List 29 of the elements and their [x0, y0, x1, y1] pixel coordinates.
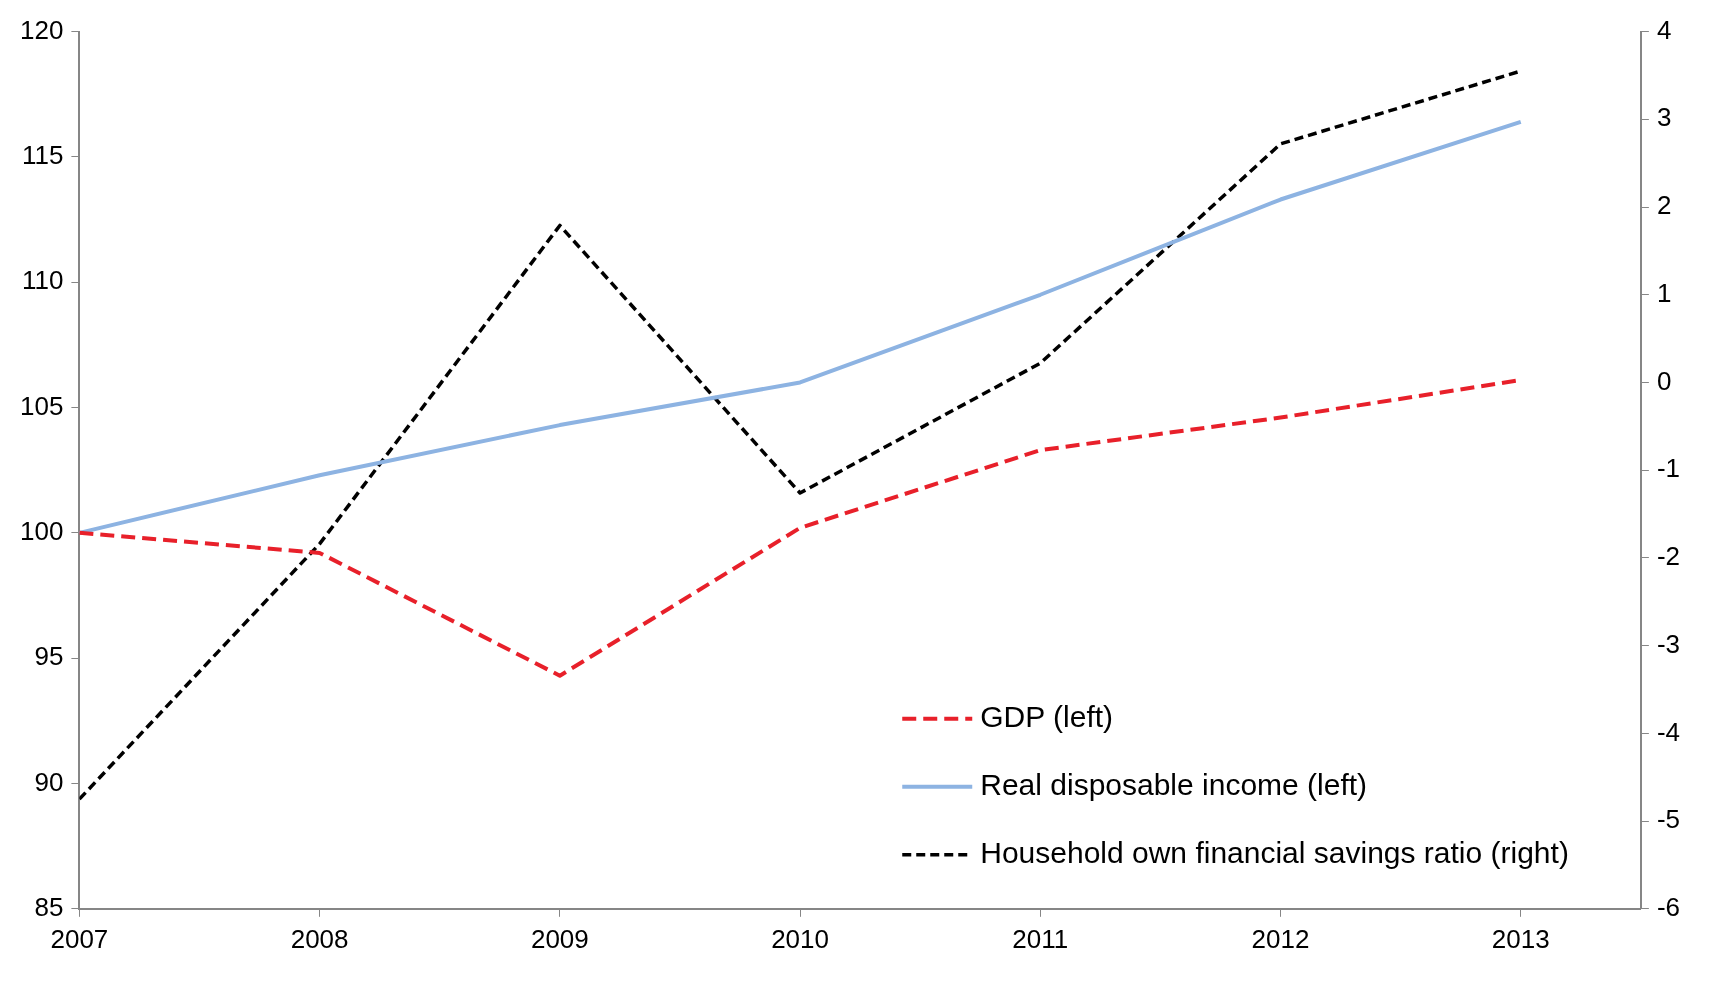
legend-label: Real disposable income (left) — [980, 768, 1368, 802]
y2-tick-label: -2 — [1656, 541, 1681, 572]
y2-tick-label: -1 — [1656, 453, 1681, 484]
y2-tick-label: -5 — [1656, 804, 1681, 835]
y-tick-label: 100 — [19, 516, 64, 547]
y-tick-label: 85 — [34, 891, 64, 922]
y2-tick-label: 3 — [1656, 102, 1672, 133]
y-tick-label: 105 — [19, 390, 64, 421]
y-tick-label: 90 — [34, 766, 64, 797]
y2-tick-label: -6 — [1656, 891, 1681, 922]
y2-tick-label: 2 — [1656, 190, 1672, 221]
legend-label: GDP (left) — [980, 700, 1114, 734]
x-tick-label: 2013 — [1491, 923, 1550, 954]
y-tick-label: 110 — [21, 265, 64, 296]
x-tick-label: 2009 — [530, 923, 589, 954]
x-tick-label: 2008 — [290, 923, 349, 954]
x-tick-label: 2012 — [1251, 923, 1310, 954]
x-tick-label: 2011 — [1012, 923, 1069, 954]
x-tick-label: 2007 — [50, 923, 109, 954]
y2-tick-label: 4 — [1656, 14, 1672, 45]
y-tick-label: 95 — [34, 641, 64, 672]
y2-tick-label: -3 — [1656, 628, 1681, 659]
y2-tick-label: 0 — [1656, 365, 1672, 396]
y2-tick-label: -4 — [1656, 716, 1681, 747]
y2-tick-label: 1 — [1656, 277, 1672, 308]
y-tick-label: 120 — [19, 14, 64, 45]
legend-label: Household own financial savings ratio (right) — [980, 836, 1569, 870]
y-tick-label: 115 — [21, 140, 64, 171]
x-tick-label: 2010 — [771, 923, 829, 954]
